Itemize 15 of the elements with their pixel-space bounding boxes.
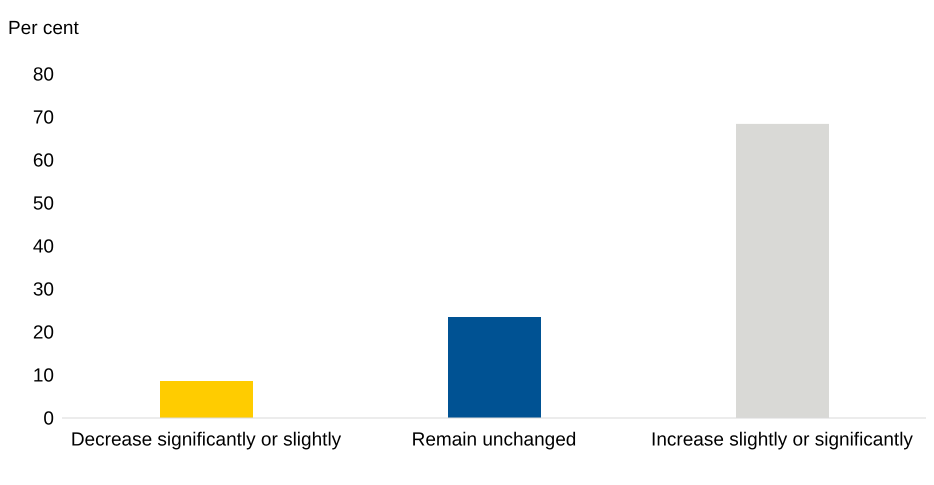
y-tick-label: 30 — [32, 280, 54, 301]
y-tick-label: 40 — [32, 236, 54, 258]
bar — [448, 316, 541, 418]
y-tick-label: 70 — [32, 108, 54, 129]
y-tick-label: 20 — [32, 322, 54, 344]
y-tick-label: 80 — [32, 64, 54, 86]
y-tick-label: 0 — [43, 408, 54, 430]
x-tick-label: Increase slightly or significantly — [651, 429, 914, 450]
x-tick-label: Decrease significantly or slightly — [70, 429, 342, 450]
x-tick-label: Remain unchanged — [412, 429, 576, 450]
y-tick-label: 60 — [32, 150, 54, 172]
y-tick-label: 10 — [32, 366, 54, 387]
bar — [160, 381, 253, 418]
y-axis-title: Per cent — [8, 18, 79, 40]
y-tick-label: 50 — [32, 194, 54, 215]
